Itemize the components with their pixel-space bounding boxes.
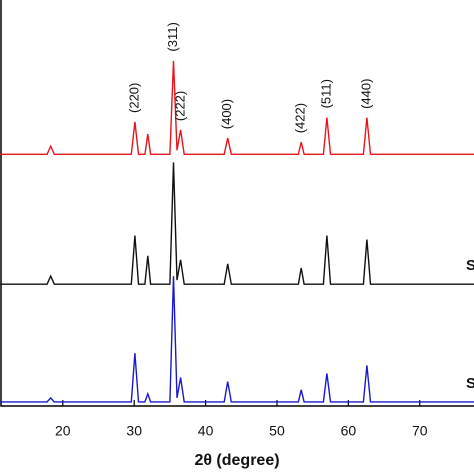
peak-annotation: (422) [293,103,308,133]
peak-annotation: (222) [173,91,188,121]
plot-frame [0,0,474,407]
series-line [0,60,474,155]
x-tick-label: 20 [55,423,71,439]
x-tick-label: 30 [126,423,142,439]
peak-annotation: (511) [318,79,333,108]
series-line [0,162,474,285]
peak-annotation: (220) [126,83,141,113]
x-tick-label: 60 [341,423,357,439]
x-tick-label: 50 [269,423,285,439]
x-tick-label: 70 [412,423,428,439]
series-line [0,276,474,403]
peak-annotation: (311) [165,22,180,51]
peak-annotation: (440) [358,79,373,109]
peak-annotation: (400) [219,99,234,129]
series-label: S [466,375,474,392]
x-axis-label: 2θ (degree) [194,452,279,469]
series-label: S [466,257,474,274]
x-tick-label: 40 [198,423,214,439]
